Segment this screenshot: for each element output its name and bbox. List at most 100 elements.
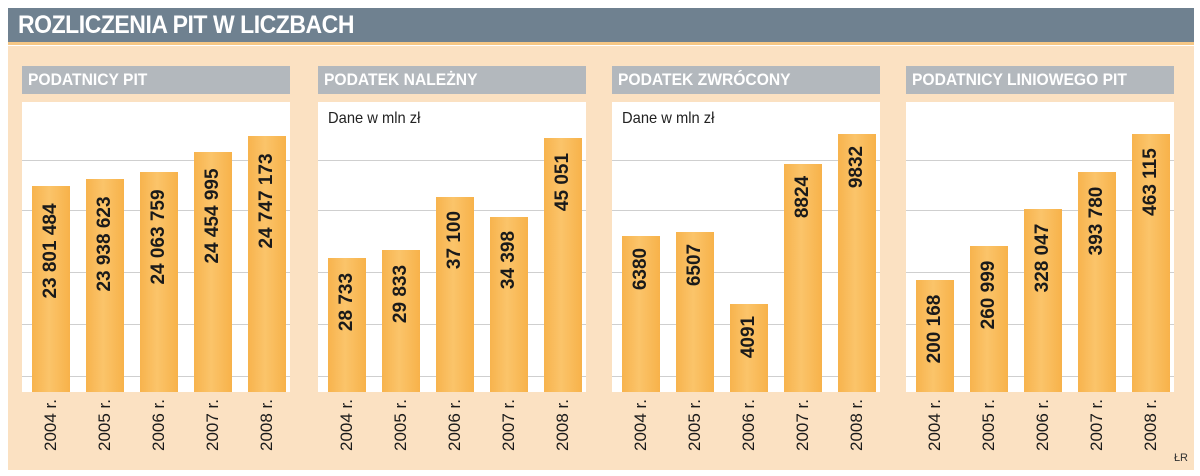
x-tick-text: 2007 r. — [1087, 399, 1106, 451]
bar-value-text: 260 999 — [978, 260, 999, 330]
bar: 29 833 — [382, 250, 420, 392]
x-tick-label: 2008 r. — [838, 396, 876, 454]
bar-value-text: 24 063 759 — [148, 189, 169, 285]
bar: 200 168 — [916, 280, 954, 392]
bar-value-text: 34 398 — [498, 230, 519, 290]
gridline — [612, 210, 880, 211]
chart-panel: PODATNICY LINIOWEGO PIT 200 168 260 999 328… — [906, 66, 1174, 454]
chart-header: PODATEK NALEŻNY — [318, 66, 586, 94]
x-tick-text: 2005 r. — [979, 399, 998, 451]
x-tick-text: 2006 r. — [1033, 399, 1052, 451]
chart-header: PODATEK ZWRÓCONY — [612, 66, 880, 94]
bar: 8824 — [784, 163, 822, 392]
chart-panel: PODATEK NALEŻNY Dane w mln zł 28 733 29 833… — [318, 66, 586, 454]
x-tick-label: 2007 r. — [1078, 396, 1116, 454]
bar: 9832 — [838, 133, 876, 392]
bar: 393 780 — [1078, 172, 1116, 392]
x-tick-text: 2005 r. — [685, 399, 704, 451]
x-tick-label: 2005 r. — [382, 396, 420, 454]
x-tick-label: 2006 r. — [730, 396, 768, 454]
bar-value-text: 6380 — [630, 248, 651, 291]
gridline — [318, 160, 586, 161]
credit-text: ŁR — [1173, 452, 1188, 464]
bar-value-text: 23 938 623 — [94, 196, 115, 292]
x-tick-label: 2007 r. — [490, 396, 528, 454]
x-tick-label: 2006 r. — [436, 396, 474, 454]
x-tick-text: 2008 r. — [1141, 399, 1160, 451]
chart-plot-area: Dane w mln zł 6380 6507 4091 8824 9832 — [612, 102, 880, 392]
gridline — [612, 160, 880, 161]
bar: 28 733 — [328, 258, 366, 392]
x-tick-label: 2004 r. — [622, 396, 660, 454]
bar-value-text: 8824 — [792, 175, 813, 218]
bar: 34 398 — [490, 216, 528, 392]
x-tick-label: 2004 r. — [32, 396, 70, 454]
bar: 24 063 759 — [140, 172, 178, 392]
x-tick-label: 2007 r. — [784, 396, 822, 454]
gridline — [612, 272, 880, 273]
bar-value-text: 29 833 — [390, 264, 411, 323]
x-tick-text: 2008 r. — [847, 399, 866, 451]
chart-title: PODATEK ZWRÓCONY — [618, 70, 791, 89]
chart-panel: PODATEK ZWRÓCONY Dane w mln zł 6380 6507 409… — [612, 66, 880, 454]
x-tick-text: 2004 r. — [41, 399, 60, 451]
bar: 6380 — [622, 236, 660, 392]
x-tick-text: 2006 r. — [445, 399, 464, 451]
bar: 328 047 — [1024, 209, 1062, 392]
x-tick-label: 2005 r. — [676, 396, 714, 454]
x-tick-text: 2006 r. — [149, 399, 168, 451]
x-tick-text: 2005 r. — [95, 399, 114, 451]
title-bar: ROZLICZENIA PIT W LICZBACH — [8, 8, 1194, 45]
chart-title: PODATEK NALEŻNY — [324, 70, 478, 89]
x-tick-label: 2006 r. — [140, 396, 178, 454]
bar: 23 801 484 — [32, 186, 70, 392]
x-tick-text: 2005 r. — [391, 399, 410, 451]
bar-value-text: 23 801 484 — [40, 203, 61, 299]
chart-plot-area: Dane w mln zł 28 733 29 833 37 100 34 398 45 … — [318, 102, 586, 392]
chart-plot-area: 23 801 484 23 938 623 24 063 759 24 454 995… — [22, 102, 290, 392]
x-tick-text: 2007 r. — [793, 399, 812, 451]
unit-label: Dane w mln zł — [328, 110, 421, 127]
bar: 260 999 — [970, 246, 1008, 392]
bar-value-text: 393 780 — [1086, 186, 1107, 256]
x-tick-label: 2008 r. — [544, 396, 582, 454]
bar: 45 051 — [544, 138, 582, 392]
bar: 4091 — [730, 304, 768, 392]
bar-value-text: 37 100 — [444, 211, 465, 270]
x-tick-label: 2004 r. — [328, 396, 366, 454]
chart-header: PODATNICY LINIOWEGO PIT — [906, 66, 1174, 94]
bar-value-text: 24 747 173 — [256, 153, 277, 249]
bar-value-text: 328 047 — [1032, 223, 1053, 293]
x-tick-text: 2008 r. — [257, 399, 276, 451]
x-tick-text: 2007 r. — [203, 399, 222, 451]
bar: 24 454 995 — [194, 151, 232, 392]
x-tick-label: 2007 r. — [194, 396, 232, 454]
x-tick-label: 2006 r. — [1024, 396, 1062, 454]
bar: 6507 — [676, 232, 714, 392]
bar-value-text: 9832 — [846, 145, 867, 188]
x-tick-text: 2004 r. — [925, 399, 944, 451]
gridline — [22, 160, 290, 161]
page-title: ROZLICZENIA PIT W LICZBACH — [18, 11, 354, 39]
chart-header: PODATNICY PIT — [22, 66, 290, 94]
x-tick-text: 2004 r. — [631, 399, 650, 451]
x-tick-label: 2004 r. — [916, 396, 954, 454]
bar-value-text: 45 051 — [552, 152, 573, 211]
bar-value-text: 4091 — [738, 315, 759, 359]
chart-title: PODATNICY LINIOWEGO PIT — [912, 70, 1127, 89]
bar: 463 115 — [1132, 133, 1170, 392]
x-tick-label: 2008 r. — [248, 396, 286, 454]
x-tick-label: 2005 r. — [970, 396, 1008, 454]
bar-value-text: 24 454 995 — [202, 168, 223, 264]
x-tick-label: 2008 r. — [1132, 396, 1170, 454]
bar: 24 747 173 — [248, 136, 286, 392]
bar: 23 938 623 — [86, 179, 124, 392]
bar-value-text: 463 115 — [1140, 148, 1161, 217]
x-tick-label: 2005 r. — [86, 396, 124, 454]
x-tick-text: 2004 r. — [337, 399, 356, 451]
chart-title: PODATNICY PIT — [28, 70, 148, 89]
bar-value-text: 6507 — [684, 244, 705, 287]
gridline — [906, 160, 1174, 161]
bar-value-text: 200 168 — [924, 294, 945, 364]
unit-label: Dane w mln zł — [622, 110, 715, 127]
